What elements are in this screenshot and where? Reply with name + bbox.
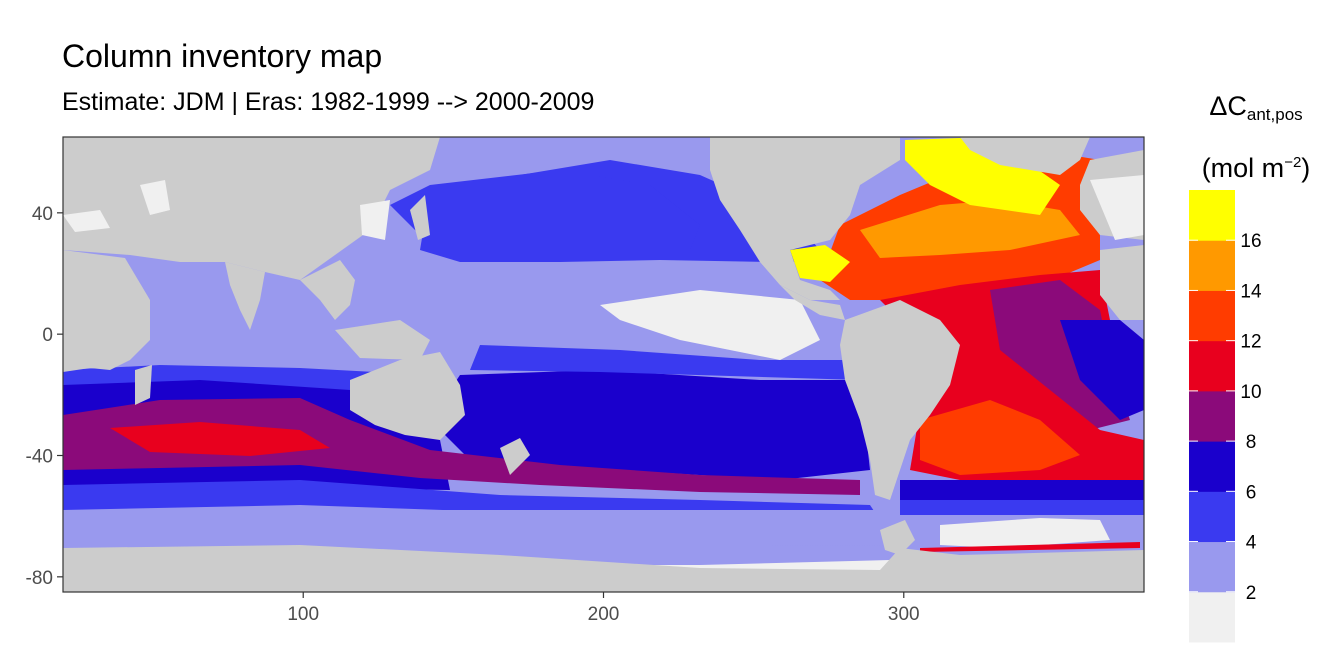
y-axis: 40 0 -40 -80 [26,204,63,589]
legend-title-unit: (mol m−2) [1201,153,1311,183]
land-india [225,262,265,330]
land-japan [410,195,430,240]
legend-swatch [1189,190,1235,241]
land-antarctica [63,545,1144,592]
land-north-america [710,137,900,300]
southern-indian-band [63,398,860,495]
gulf-yellow [790,245,850,282]
legend-label: 16 [1240,231,1261,252]
north-atlantic-orange [860,200,1080,258]
legend-swatch [1189,491,1235,543]
legend-label: 6 [1246,482,1257,503]
south-atlantic-orange [920,400,1080,475]
land-masses [63,137,1144,592]
x-tick-label: 300 [888,604,920,625]
land-madagascar [135,365,152,405]
land-eurasia-west [63,137,440,280]
x-tick-label: 100 [287,604,319,625]
south-atlantic-blue [900,480,1144,500]
land-se-asia [300,260,355,320]
y-tick-label: 40 [32,204,53,225]
weddell-white [940,518,1110,548]
y-tick-label: -80 [26,568,53,589]
y-tick-label: 0 [42,325,53,346]
y-tick-label: -40 [26,447,53,468]
legend-label: 10 [1240,382,1261,403]
south-pacific-outer [470,345,860,380]
legend-title: ΔCant,pos (mol m−2) [1186,82,1326,192]
legend-label: 2 [1246,583,1257,604]
land-central-america [780,285,845,320]
equatorial-pacific-region [600,290,820,360]
land-australia [350,352,465,440]
legend-swatch [1189,340,1235,392]
north-pacific-core [390,170,700,250]
legend-label: 14 [1240,281,1262,302]
map-layer [63,137,1144,592]
land-greenland [960,137,1090,175]
atlantic-east-blue [1060,320,1144,420]
southern-indian-core [110,422,330,456]
legend-swatch [1189,591,1235,643]
legend-label: 8 [1246,432,1257,453]
land-south-america [840,300,960,500]
legend-swatch [1189,390,1235,442]
legend-swatch [1189,290,1235,342]
legend-label: 12 [1240,332,1261,353]
legend-label: 4 [1246,533,1257,554]
south-pacific-region [430,370,870,480]
antarctic-red-rim [920,542,1140,552]
inland-white-patches [63,175,1144,240]
land-new-zealand [500,438,530,475]
southern-ocean-pale [63,510,1144,548]
legend-title-symbol: ΔCant,pos [1209,91,1303,124]
land-africa-east [63,250,150,372]
legend-swatch [1189,240,1235,291]
chart-title: Column inventory map [62,38,383,74]
legend: 2 4 6 8 10 12 14 16 [1189,190,1262,643]
x-tick-label: 200 [588,604,620,625]
south-atlantic-light [900,500,1144,515]
legend-swatch [1189,441,1235,492]
legend-swatch [1189,541,1235,593]
chart-subtitle: Estimate: JDM | Eras: 1982-1999 --> 2000… [62,88,595,116]
land-antarctic-peninsula [880,520,915,555]
land-africa-west [1100,245,1144,320]
land-maritime [335,320,430,360]
north-atlantic-yellow [905,138,1060,215]
x-axis: 100 200 300 [287,592,920,625]
